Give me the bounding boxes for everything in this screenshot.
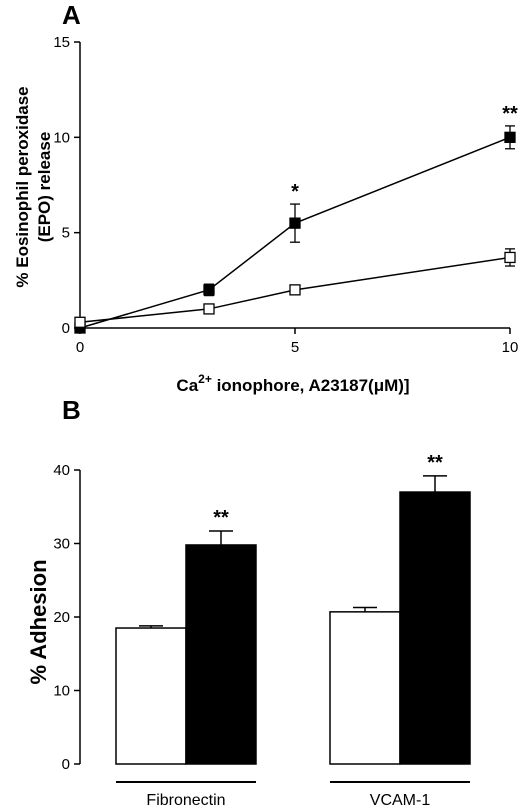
panel-a-ytick-label: 0 <box>62 320 70 337</box>
panel-a-point-open <box>75 317 85 327</box>
panel-a-point-filled <box>204 285 214 295</box>
panel-a-ylabel-line1: % Eosinophil peroxidase <box>13 86 32 287</box>
panel-b-ytick-label: 30 <box>53 536 70 553</box>
panel-b-label: B <box>62 395 81 425</box>
panel-a-point-filled <box>505 132 515 142</box>
panel-a-point-open <box>505 252 515 262</box>
panel-b-ytick-label: 10 <box>53 683 70 700</box>
panel-a-ytick-label: 10 <box>53 129 70 146</box>
panel-a-xtick-label: 0 <box>76 339 84 356</box>
panel-b-significance: ** <box>427 452 443 474</box>
panel-a-point-filled <box>290 218 300 228</box>
panel-a-xtick-label: 5 <box>291 339 299 356</box>
panel-b-category-label: VCAM-1 <box>370 792 431 809</box>
panel-a-ytick-label: 15 <box>53 34 70 51</box>
panel-a-significance: * <box>291 181 299 203</box>
panel-a-ytick-label: 5 <box>62 225 70 242</box>
panel-b-bar-filled <box>186 545 256 764</box>
panel-a-ylabel-line2: (EPO) release <box>35 132 54 243</box>
panel-a-significance: ** <box>502 103 518 125</box>
panel-a-point-open <box>204 304 214 314</box>
panel-a-point-open <box>290 285 300 295</box>
panel-b-category-label: Fibronectin <box>146 792 225 809</box>
panel-b-bar-open <box>330 612 400 764</box>
panel-b-significance: ** <box>213 507 229 529</box>
panel-b-ylabel: % Adhesion <box>26 559 51 684</box>
panel-b-plot: 0 10 20 30 40 ** Fibronectin ** VCAM-1 <box>53 452 470 809</box>
panel-b-ytick-label: 40 <box>53 462 70 479</box>
panel-b-ytick-label: 20 <box>53 609 70 626</box>
panel-b-bar-open <box>116 628 186 764</box>
panel-a-xtick-label: 10 <box>502 339 519 356</box>
panel-a-label: A <box>62 0 81 30</box>
panel-b-ytick-label: 0 <box>62 756 70 773</box>
panel-b-bar-filled <box>400 492 470 764</box>
panel-a-xlabel: Ca2+ ionophore, A23187(μM)] <box>176 372 409 395</box>
